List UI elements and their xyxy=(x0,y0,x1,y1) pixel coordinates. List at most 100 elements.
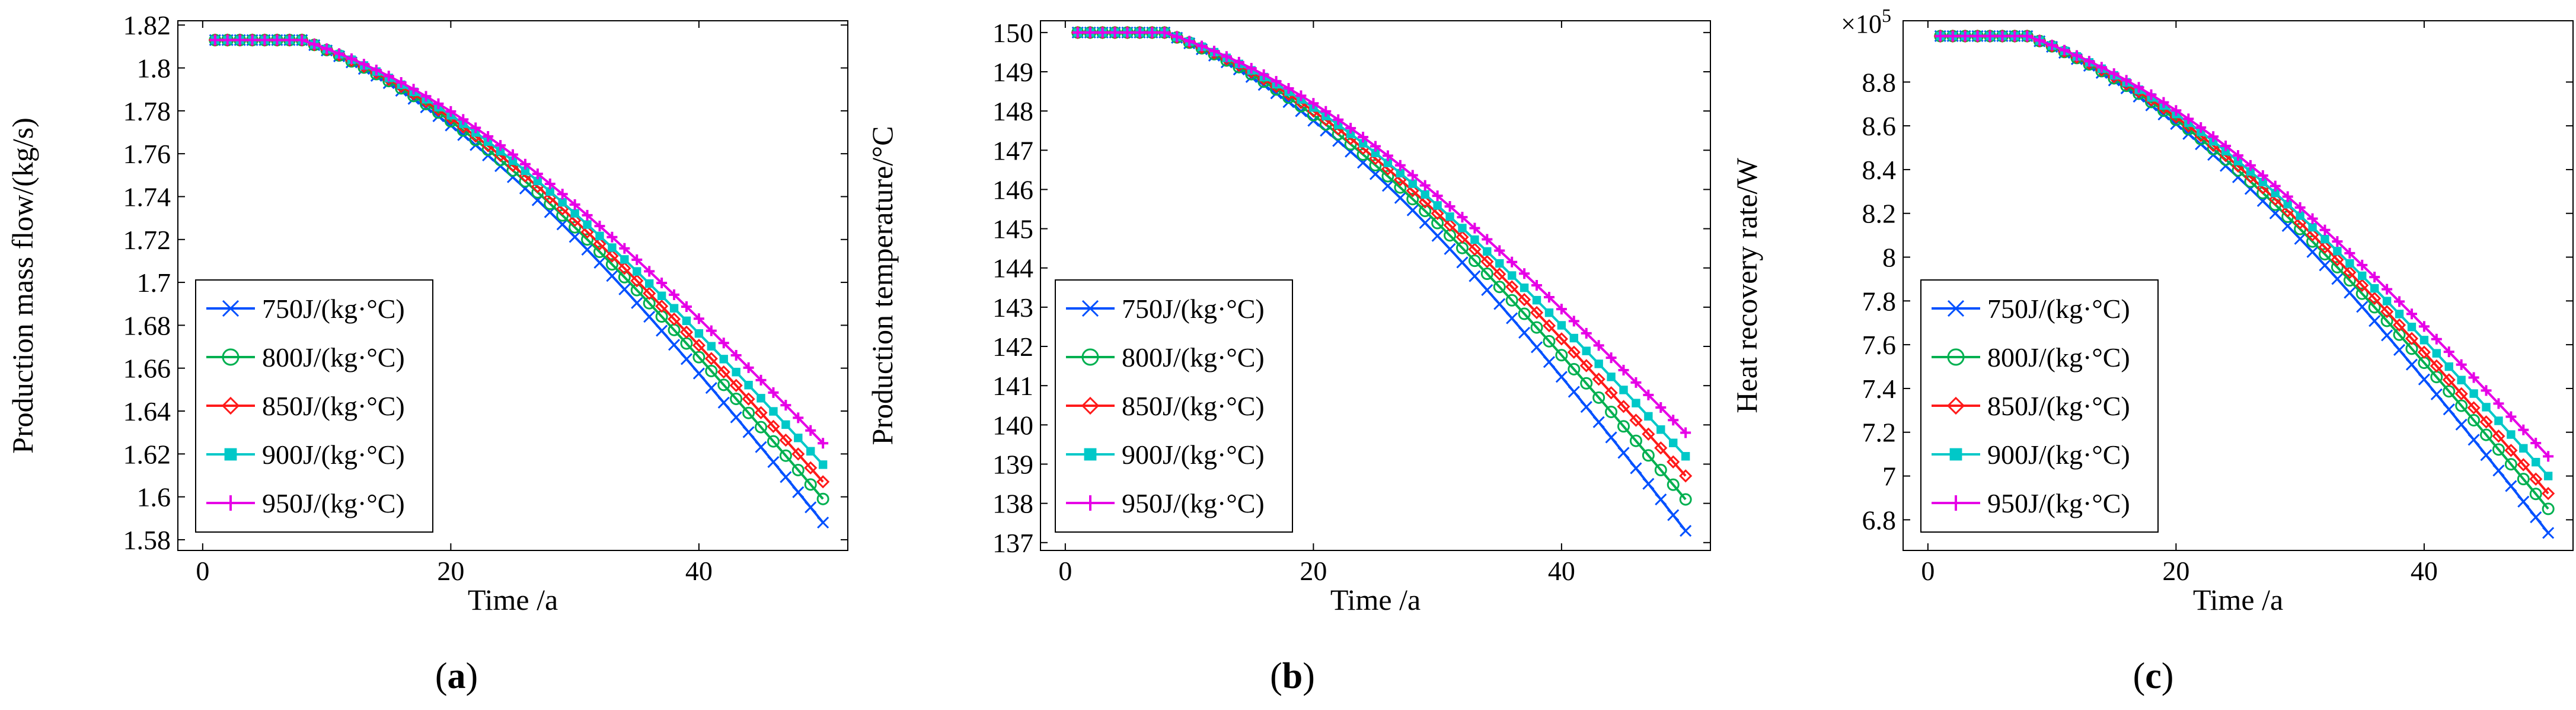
series-2-point xyxy=(618,270,631,284)
series-4-point xyxy=(1445,212,1454,221)
series-1-point xyxy=(618,283,631,295)
series-group xyxy=(208,33,830,529)
x-tick-label: 20 xyxy=(437,556,464,586)
series-1-point xyxy=(2281,219,2294,232)
series-3-point xyxy=(1667,455,1680,469)
series-5-point xyxy=(247,34,258,46)
series-5-point xyxy=(1668,415,1679,426)
series-3-point xyxy=(779,433,793,447)
series-3-point xyxy=(1406,184,1419,198)
series-1-point xyxy=(1506,312,1518,324)
legend-marker xyxy=(1946,396,1965,415)
y-tick-label: 147 xyxy=(992,135,1033,165)
series-1-point xyxy=(1630,462,1642,475)
series-4-point xyxy=(2296,211,2304,220)
series-3-point xyxy=(2479,415,2493,429)
series-5-point xyxy=(420,91,432,102)
series-4-point xyxy=(682,316,691,326)
series-3-point xyxy=(804,461,818,475)
series-5-point xyxy=(644,266,655,277)
series-3-point xyxy=(1431,206,1444,220)
series-1-point xyxy=(1406,204,1419,216)
series-5-point xyxy=(1159,27,1170,38)
series-5-point xyxy=(1643,389,1654,400)
legend: 750J/(kg·°C) 800J/(kg·°C) 850J/(kg·°C) 900J… xyxy=(195,279,433,533)
series-4-point xyxy=(657,291,666,300)
series-5-point xyxy=(519,158,531,170)
series-5-point xyxy=(594,221,605,232)
y-tick-label: 1.64 xyxy=(123,396,171,426)
series-2-point xyxy=(1679,493,1692,506)
series-4-point xyxy=(2469,389,2478,398)
series-4-point xyxy=(1371,148,1380,158)
series-3-point xyxy=(791,447,805,461)
series-5-point xyxy=(2431,333,2442,345)
series-1-point xyxy=(2530,511,2542,524)
series-3-point xyxy=(2355,278,2369,292)
series-5-point xyxy=(607,231,618,243)
series-5-point xyxy=(805,425,816,436)
series-3-point xyxy=(1642,427,1655,441)
series-5-point xyxy=(321,43,333,55)
legend-marker xyxy=(1084,448,1097,461)
series-5-point xyxy=(2418,321,2430,332)
series-4-point xyxy=(633,267,641,276)
series-5-point xyxy=(1444,201,1455,212)
x-axis-label: Time /a xyxy=(1330,583,1421,616)
series-3-point xyxy=(556,202,569,216)
series-1-point xyxy=(1282,95,1295,109)
series-5-point xyxy=(569,199,580,210)
series-4-point xyxy=(2333,247,2342,256)
series-4-point xyxy=(2271,189,2280,198)
x-tick-label: 20 xyxy=(2162,556,2189,586)
legend-entry: 800J/(kg·°C) xyxy=(1122,342,1265,372)
x-tick-label: 0 xyxy=(196,556,209,586)
series-3-point xyxy=(580,225,594,239)
y-tick-label: 1.72 xyxy=(123,225,171,255)
series-4-point xyxy=(1669,438,1678,447)
series-1-point xyxy=(2542,527,2555,539)
series-5-point xyxy=(2009,30,2020,42)
series-group xyxy=(1071,26,1693,537)
series-5-point xyxy=(1519,268,1530,279)
y-tick-label: 146 xyxy=(992,174,1033,205)
series-5-point xyxy=(706,325,717,336)
x-tick-label: 0 xyxy=(1921,556,1935,586)
series-3-point xyxy=(717,365,730,379)
x-axis-label: Time /a xyxy=(468,583,558,616)
series-3-point xyxy=(2504,444,2518,457)
series-5-point xyxy=(1419,180,1431,191)
series-3-point xyxy=(618,262,631,275)
series-4-point xyxy=(1557,321,1566,330)
series-5-point xyxy=(1506,256,1518,268)
series-1-point xyxy=(2331,273,2344,285)
series-3-point xyxy=(2380,305,2394,319)
series-1-point xyxy=(780,471,792,483)
series-3-point xyxy=(2343,266,2357,279)
series-2-point xyxy=(2318,248,2331,261)
series-1-point xyxy=(1530,341,1543,354)
series-2-point xyxy=(767,435,780,448)
series-5-point xyxy=(1469,222,1480,234)
series-2-point xyxy=(705,364,718,377)
series-3-point xyxy=(2318,240,2332,254)
series-3-point xyxy=(1567,345,1581,359)
y-tick-label: 8.4 xyxy=(1862,155,1897,185)
series-1-point xyxy=(767,456,780,468)
series-3-point xyxy=(2331,253,2344,266)
panel-label-close: ) xyxy=(466,656,478,696)
series-4-point xyxy=(1532,295,1541,305)
series-1-point xyxy=(2405,358,2418,371)
series-3-point xyxy=(1679,469,1693,483)
series-5-point xyxy=(2245,160,2256,171)
series-5-point xyxy=(1271,76,1282,87)
y-tick-label: 8.8 xyxy=(1862,67,1897,97)
series-2-point xyxy=(1654,463,1667,476)
series-5-point xyxy=(296,34,308,46)
series-2-point xyxy=(730,392,743,405)
y-tick-label: 1.82 xyxy=(123,10,171,40)
series-5-point xyxy=(259,34,270,46)
series-5-point xyxy=(1382,150,1393,161)
series-5-point xyxy=(1172,31,1183,42)
y-tick-label: 1.68 xyxy=(123,310,171,340)
